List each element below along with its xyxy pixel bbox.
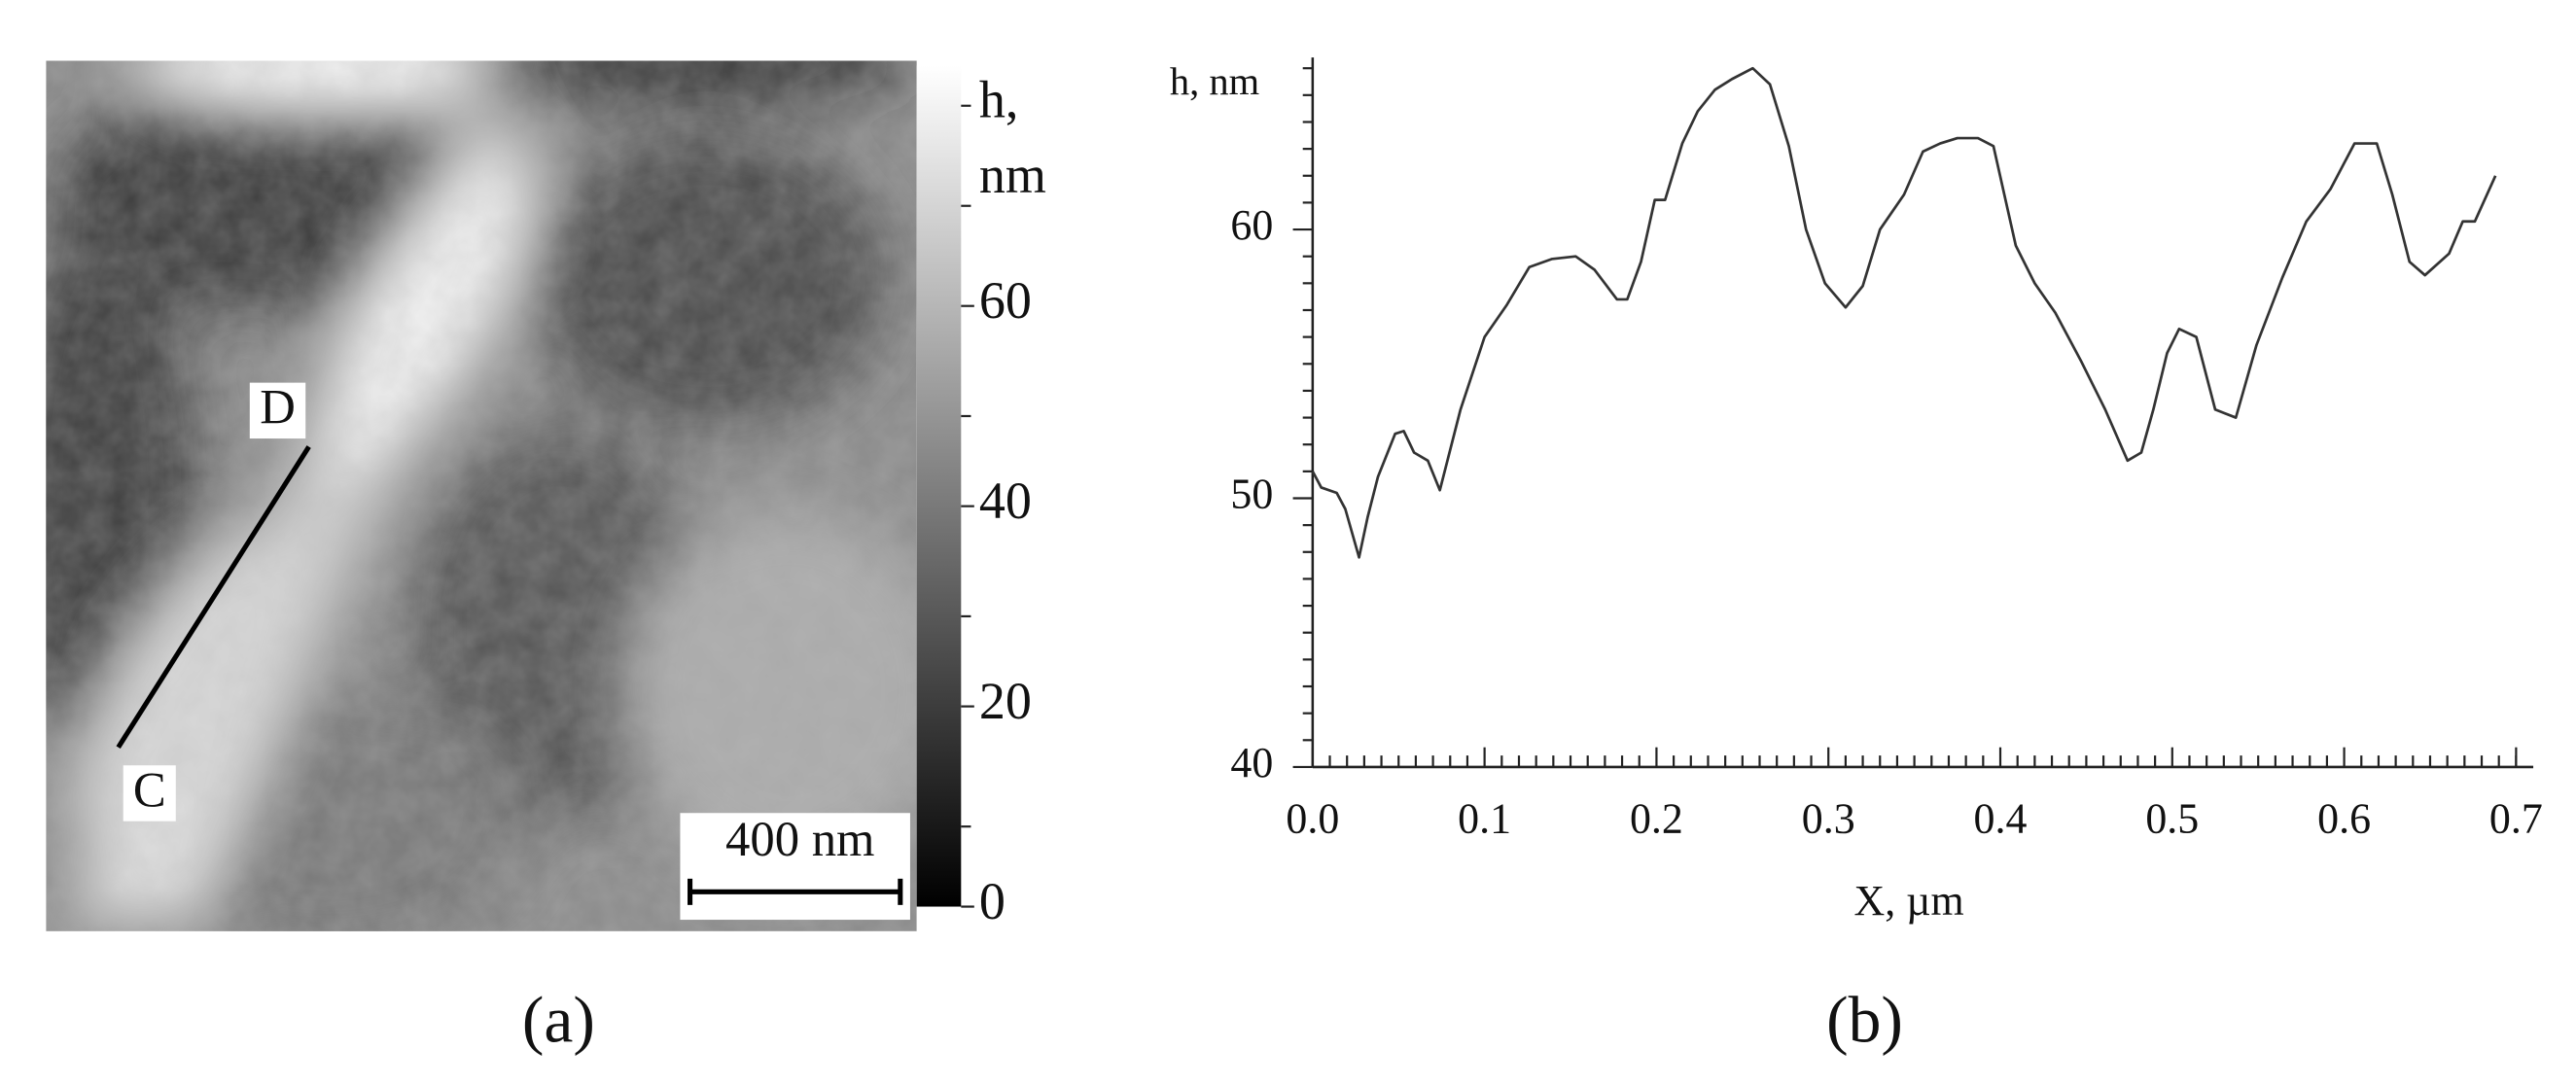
y-tick-label: 60 <box>1230 201 1273 249</box>
marker-box <box>123 765 176 822</box>
x-tick-label: 0.3 <box>1802 794 1855 842</box>
y-tick-label: 40 <box>1230 739 1273 787</box>
x-tick-label: 0.2 <box>1630 794 1683 842</box>
x-tick-label: 0.0 <box>1286 794 1339 842</box>
y-axis-label: h, nm <box>1170 59 1259 103</box>
afm-image <box>46 60 917 931</box>
colorbar-label: h, <box>979 71 1019 129</box>
profile-line <box>116 445 311 750</box>
x-tick-label: 0.4 <box>1974 794 2028 842</box>
marker-label: C <box>133 762 166 817</box>
colorbar-tick-label: 0 <box>979 872 1006 930</box>
data-line <box>1311 66 2497 559</box>
colorbar <box>916 65 962 907</box>
x-axis-label: X, µm <box>1854 877 1964 925</box>
panel-label: (b) <box>1826 983 1903 1056</box>
marker-box <box>249 382 306 439</box>
scalebar <box>688 878 903 905</box>
marker-label: D <box>260 380 296 435</box>
colorbar-tick-label: 40 <box>979 472 1032 530</box>
x-tick-label: 0.7 <box>2489 794 2543 842</box>
colorbar-label: nm <box>979 146 1046 204</box>
y-tick-label: 50 <box>1230 471 1273 518</box>
colorbar-tick-label: 20 <box>979 672 1032 730</box>
x-tick-label: 0.5 <box>2145 794 2199 842</box>
scalebar-label: 400 nm <box>725 812 874 866</box>
scalebar-box <box>680 813 910 921</box>
x-tick-label: 0.6 <box>2317 794 2371 842</box>
colorbar-tick-label: 60 <box>979 271 1032 330</box>
x-tick-label: 0.1 <box>1458 794 1511 842</box>
panel-label: (a) <box>522 983 595 1056</box>
